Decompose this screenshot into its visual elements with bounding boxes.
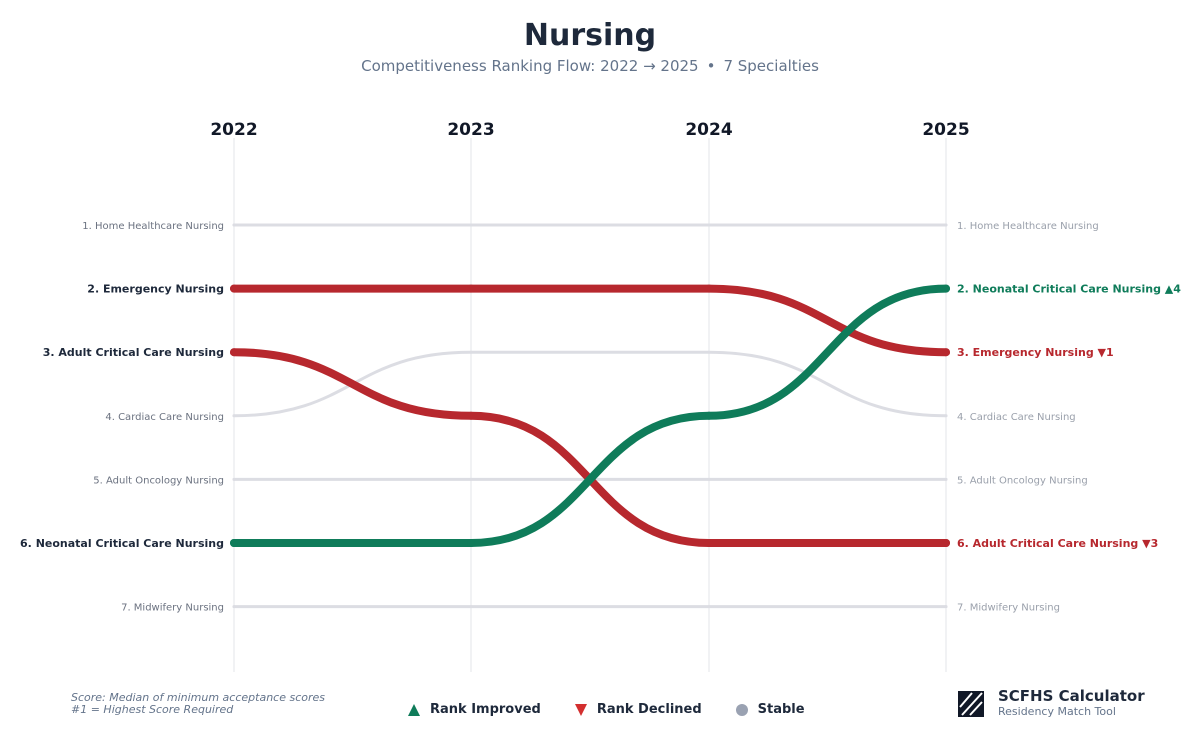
- left-label-cardiac-care-nursing: 4. Cardiac Care Nursing: [105, 412, 224, 423]
- brand-text: SCFHS Calculator Residency Match Tool: [998, 688, 1145, 719]
- series-point-home-healthcare-nursing-2024: [707, 223, 711, 227]
- series-point-emergency-nursing-2022: [230, 284, 238, 293]
- right-label-neonatal-critical-care-nursing: 2. Neonatal Critical Care Nursing ▲4: [957, 283, 1181, 296]
- year-label-2025: 2025: [922, 120, 969, 140]
- series-point-cardiac-care-nursing-2023: [469, 350, 473, 354]
- series-point-cardiac-care-nursing-2024: [707, 350, 711, 354]
- year-label-2023: 2023: [447, 120, 494, 140]
- bump-chart: 2022 2023 2024 2025 1. Home Healthcare Nurs…: [20, 120, 1181, 672]
- left-label-adult-oncology-nursing: 5. Adult Oncology Nursing: [93, 475, 224, 486]
- series-point-midwifery-nursing-2025: [944, 605, 948, 609]
- year-axes: 2022 2023 2024 2025: [210, 120, 970, 672]
- year-label-2022: 2022: [210, 120, 257, 140]
- brand-logo-icon: [958, 690, 984, 717]
- series-point-home-healthcare-nursing-2025: [944, 223, 948, 227]
- legend-declined-label: Rank Declined: [596, 702, 702, 717]
- series-point-adult-critical-care-nursing-2023: [467, 411, 475, 420]
- brand-tagline: Residency Match Tool: [998, 705, 1116, 718]
- series-point-adult-critical-care-nursing-2022: [230, 348, 238, 357]
- legend-improved: Rank Improved: [408, 702, 541, 717]
- series-point-adult-oncology-nursing-2024: [707, 477, 711, 481]
- series-point-neonatal-critical-care-nursing-2024: [705, 411, 713, 420]
- series-point-adult-oncology-nursing-2022: [232, 477, 236, 481]
- specialty-labels: 1. Home Healthcare Nursing 1. Home Health…: [20, 221, 1181, 614]
- series-point-adult-critical-care-nursing-2025: [942, 539, 950, 547]
- score-note-line-1: Score: Median of minimum acceptance scor…: [71, 691, 326, 704]
- series-point-emergency-nursing-2024: [705, 284, 713, 293]
- right-label-home-healthcare-nursing: 1. Home Healthcare Nursing: [957, 221, 1099, 232]
- right-label-midwifery-nursing: 7. Midwifery Nursing: [957, 603, 1060, 614]
- legend-stable: Stable: [735, 702, 805, 717]
- series-point-midwifery-nursing-2024: [707, 605, 711, 609]
- brand-name: SCFHS Calculator: [998, 687, 1145, 705]
- series-point-neonatal-critical-care-nursing-2023: [467, 539, 475, 547]
- series-line-emergency-nursing: [230, 284, 950, 357]
- triangle-down-icon: [574, 703, 587, 716]
- right-label-adult-oncology-nursing: 5. Adult Oncology Nursing: [957, 475, 1088, 486]
- subtitle-main: Competitiveness Ranking Flow: 2022 → 202…: [361, 57, 699, 75]
- score-note-line-2: #1 = Highest Score Required: [71, 703, 234, 716]
- series-point-home-healthcare-nursing-2023: [469, 223, 473, 227]
- series-line-cardiac-care-nursing: [232, 350, 948, 418]
- series-point-adult-critical-care-nursing-2024: [705, 539, 713, 547]
- subtitle-count: 7 Specialties: [723, 57, 819, 75]
- left-label-home-healthcare-nursing: 1. Home Healthcare Nursing: [82, 221, 224, 232]
- series-point-cardiac-care-nursing-2022: [232, 414, 236, 418]
- series-point-adult-oncology-nursing-2023: [469, 477, 473, 481]
- brand: SCFHS Calculator Residency Match Tool: [958, 688, 1145, 719]
- series-point-cardiac-care-nursing-2025: [944, 414, 948, 418]
- stable-lines: [232, 223, 948, 609]
- legend-stable-label: Stable: [757, 702, 805, 717]
- right-label-adult-critical-care-nursing: 6. Adult Critical Care Nursing ▼3: [957, 537, 1158, 550]
- series-point-midwifery-nursing-2023: [469, 605, 473, 609]
- right-label-emergency-nursing: 3. Emergency Nursing ▼1: [957, 346, 1114, 359]
- subtitle-separator: •: [706, 57, 716, 75]
- legend-declined: Rank Declined: [574, 702, 702, 717]
- series-point-neonatal-critical-care-nursing-2022: [230, 539, 238, 547]
- series-point-emergency-nursing-2025: [942, 348, 950, 357]
- left-label-emergency-nursing: 2. Emergency Nursing: [87, 283, 224, 296]
- series-point-emergency-nursing-2023: [467, 284, 475, 293]
- series-point-adult-oncology-nursing-2025: [944, 477, 948, 481]
- right-label-cardiac-care-nursing: 4. Cardiac Care Nursing: [957, 412, 1076, 423]
- legend: Rank Improved Rank Declined Stable: [408, 702, 839, 717]
- series-point-neonatal-critical-care-nursing-2025: [942, 284, 950, 293]
- circle-icon: [735, 703, 748, 716]
- year-label-2024: 2024: [685, 120, 732, 140]
- series-point-midwifery-nursing-2022: [232, 605, 236, 609]
- chart-title: Nursing: [523, 18, 657, 53]
- triangle-up-icon: [408, 703, 420, 716]
- score-note: Score: Median of minimum acceptance scor…: [71, 692, 325, 716]
- legend-improved-label: Rank Improved: [430, 702, 541, 717]
- series-line-neonatal-critical-care-nursing: [230, 284, 950, 548]
- left-label-neonatal-critical-care-nursing: 6. Neonatal Critical Care Nursing: [20, 537, 224, 550]
- chart-subtitle: Competitiveness Ranking Flow: 2022 → 202…: [0, 57, 1180, 75]
- series-line-adult-critical-care-nursing: [230, 348, 950, 548]
- left-label-adult-critical-care-nursing: 3. Adult Critical Care Nursing: [43, 346, 224, 359]
- left-label-midwifery-nursing: 7. Midwifery Nursing: [121, 603, 224, 614]
- highlight-lines: [230, 284, 950, 548]
- series-point-home-healthcare-nursing-2022: [232, 223, 236, 227]
